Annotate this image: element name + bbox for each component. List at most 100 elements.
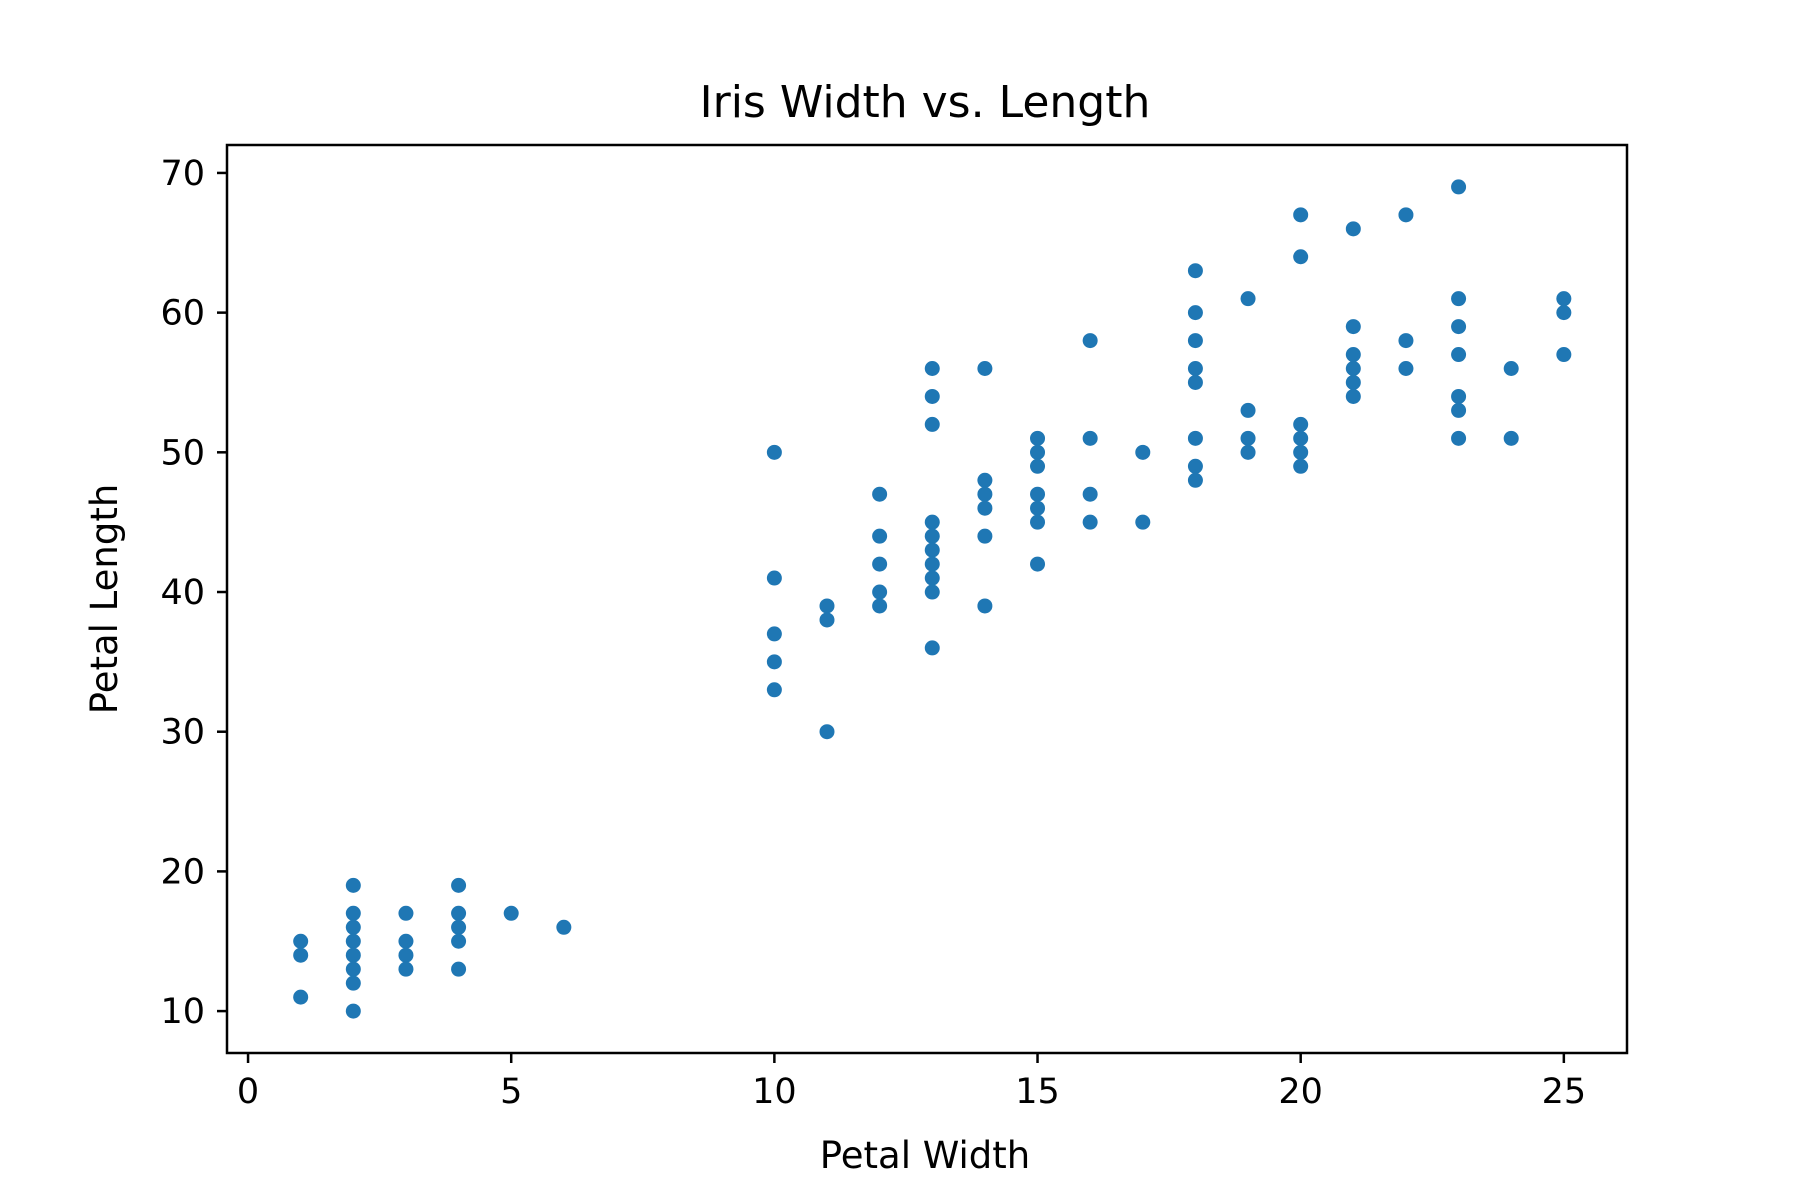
data-point bbox=[924, 416, 940, 432]
x-axis-label: Petal Width bbox=[820, 1134, 1030, 1177]
data-point bbox=[977, 361, 993, 377]
data-point bbox=[1240, 291, 1256, 307]
y-axis: 10 20 30 40 50 60 70 bbox=[160, 154, 227, 1032]
data-point bbox=[293, 933, 309, 949]
data-point bbox=[1503, 430, 1519, 446]
data-point bbox=[977, 528, 993, 544]
data-point bbox=[345, 933, 361, 949]
data-point bbox=[1082, 514, 1098, 530]
data-point bbox=[1030, 514, 1046, 530]
data-point bbox=[451, 961, 467, 977]
x-tick-label: 20 bbox=[1278, 1072, 1323, 1112]
data-point bbox=[1030, 430, 1046, 446]
data-point bbox=[924, 570, 940, 586]
data-point bbox=[1451, 388, 1467, 404]
y-tick-label: 30 bbox=[160, 713, 205, 753]
data-point bbox=[977, 486, 993, 502]
data-point bbox=[1345, 388, 1361, 404]
data-point bbox=[1556, 291, 1572, 307]
y-tick-label: 50 bbox=[160, 433, 205, 473]
data-point bbox=[1030, 556, 1046, 572]
data-point bbox=[819, 724, 835, 740]
data-point bbox=[1240, 444, 1256, 460]
data-point bbox=[398, 961, 414, 977]
data-point bbox=[1293, 249, 1309, 265]
data-point bbox=[872, 584, 888, 600]
data-point bbox=[345, 975, 361, 991]
data-point bbox=[503, 905, 519, 921]
data-point bbox=[1187, 361, 1203, 377]
data-point bbox=[819, 612, 835, 628]
x-tick-label: 25 bbox=[1542, 1072, 1587, 1112]
data-point bbox=[1030, 486, 1046, 502]
data-point bbox=[1345, 374, 1361, 390]
data-point bbox=[398, 933, 414, 949]
data-point bbox=[1345, 221, 1361, 237]
data-point bbox=[1187, 305, 1203, 321]
points-layer bbox=[293, 179, 1572, 1019]
y-axis-label: Petal Length bbox=[83, 484, 126, 715]
data-point bbox=[1135, 514, 1151, 530]
data-point bbox=[1187, 430, 1203, 446]
x-tick-label: 15 bbox=[1015, 1072, 1060, 1112]
data-point bbox=[556, 919, 572, 935]
data-point bbox=[451, 905, 467, 921]
data-point bbox=[451, 933, 467, 949]
x-tick-label: 5 bbox=[500, 1072, 522, 1112]
data-point bbox=[1082, 486, 1098, 502]
x-tick-label: 0 bbox=[237, 1072, 259, 1112]
data-point bbox=[345, 919, 361, 935]
data-point bbox=[1398, 361, 1414, 377]
data-point bbox=[1293, 458, 1309, 474]
data-point bbox=[1503, 361, 1519, 377]
data-point bbox=[766, 682, 782, 698]
data-point bbox=[1451, 402, 1467, 418]
data-point bbox=[1293, 444, 1309, 460]
data-point bbox=[1240, 430, 1256, 446]
data-point bbox=[451, 877, 467, 893]
data-point bbox=[345, 1003, 361, 1019]
data-point bbox=[924, 584, 940, 600]
data-point bbox=[1451, 291, 1467, 307]
x-axis: 0 5 10 15 20 25 bbox=[237, 1053, 1586, 1112]
data-point bbox=[1345, 361, 1361, 377]
y-tick-label: 70 bbox=[160, 154, 205, 194]
data-point bbox=[1187, 458, 1203, 474]
data-point bbox=[1345, 319, 1361, 335]
data-point bbox=[345, 961, 361, 977]
y-tick-label: 20 bbox=[160, 852, 205, 892]
data-point bbox=[1293, 207, 1309, 223]
data-point bbox=[1451, 347, 1467, 363]
data-point bbox=[872, 486, 888, 502]
data-point bbox=[872, 528, 888, 544]
y-tick-label: 10 bbox=[160, 992, 205, 1032]
data-point bbox=[1135, 444, 1151, 460]
data-point bbox=[1187, 472, 1203, 488]
data-point bbox=[924, 556, 940, 572]
data-point bbox=[1030, 458, 1046, 474]
plot-area-frame bbox=[225, 143, 1629, 1055]
data-point bbox=[766, 570, 782, 586]
data-point bbox=[451, 919, 467, 935]
data-point bbox=[1556, 305, 1572, 321]
data-point bbox=[1398, 207, 1414, 223]
x-tick-label: 10 bbox=[752, 1072, 797, 1112]
data-point bbox=[872, 556, 888, 572]
data-point bbox=[1556, 347, 1572, 363]
data-point bbox=[872, 598, 888, 614]
data-point bbox=[293, 947, 309, 963]
data-point bbox=[924, 514, 940, 530]
data-point bbox=[977, 598, 993, 614]
data-point bbox=[977, 500, 993, 516]
data-point bbox=[398, 947, 414, 963]
data-point bbox=[766, 626, 782, 642]
data-point bbox=[819, 598, 835, 614]
data-point bbox=[293, 989, 309, 1005]
data-point bbox=[1240, 402, 1256, 418]
data-point bbox=[398, 905, 414, 921]
data-point bbox=[345, 947, 361, 963]
data-point bbox=[924, 640, 940, 656]
data-point bbox=[1451, 179, 1467, 195]
data-point bbox=[1293, 430, 1309, 446]
